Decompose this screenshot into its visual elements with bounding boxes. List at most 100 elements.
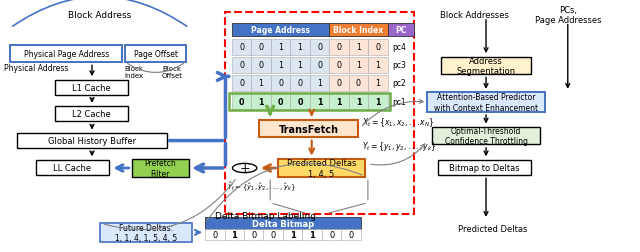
- Text: 0: 0: [317, 61, 322, 70]
- Text: Block Index: Block Index: [333, 26, 383, 35]
- Text: Predicted Deltas
1, 4, 5: Predicted Deltas 1, 4, 5: [287, 159, 356, 178]
- FancyBboxPatch shape: [36, 160, 109, 175]
- FancyBboxPatch shape: [310, 94, 329, 110]
- FancyBboxPatch shape: [329, 24, 388, 37]
- FancyBboxPatch shape: [205, 229, 225, 240]
- Text: LL Cache: LL Cache: [54, 163, 92, 172]
- FancyBboxPatch shape: [438, 160, 531, 175]
- FancyBboxPatch shape: [125, 46, 186, 62]
- Text: pc4: pc4: [392, 43, 406, 52]
- Text: Block
Index: Block Index: [124, 65, 143, 78]
- Text: 1: 1: [278, 43, 283, 52]
- FancyBboxPatch shape: [329, 76, 349, 92]
- FancyBboxPatch shape: [349, 39, 368, 55]
- Text: PC: PC: [395, 26, 406, 35]
- Text: L2 Cache: L2 Cache: [72, 110, 111, 119]
- Text: pc3: pc3: [392, 61, 406, 70]
- Text: pc2: pc2: [392, 79, 406, 88]
- Text: Physical Page Address: Physical Page Address: [24, 50, 109, 59]
- FancyBboxPatch shape: [388, 24, 413, 37]
- FancyBboxPatch shape: [341, 229, 361, 240]
- FancyBboxPatch shape: [349, 76, 368, 92]
- Text: 0: 0: [259, 61, 264, 70]
- FancyBboxPatch shape: [291, 94, 310, 110]
- FancyBboxPatch shape: [310, 76, 329, 92]
- Text: 0: 0: [337, 61, 342, 70]
- Text: 0: 0: [376, 43, 380, 52]
- Text: Predicted Deltas: Predicted Deltas: [458, 224, 527, 233]
- Text: 1: 1: [298, 61, 303, 70]
- FancyBboxPatch shape: [271, 94, 291, 110]
- Text: $X_t = \{x_1, x_2, ... x_N\}$: $X_t = \{x_1, x_2, ... x_N\}$: [362, 115, 434, 128]
- FancyBboxPatch shape: [100, 224, 192, 242]
- FancyBboxPatch shape: [368, 39, 388, 55]
- Text: $Y_t = \{y_1, y_2, ..., y_k\}$: $Y_t = \{y_1, y_2, ..., y_k\}$: [362, 140, 436, 152]
- Text: Optimal-Threshold
Confidence Throttling: Optimal-Threshold Confidence Throttling: [445, 127, 527, 146]
- Text: 1: 1: [375, 97, 381, 106]
- FancyBboxPatch shape: [322, 229, 341, 240]
- Text: Block Address: Block Address: [68, 11, 131, 20]
- Text: 0: 0: [317, 43, 322, 52]
- Text: Future Deltas:
1, 1, 4, 1, 5, 4, 5: Future Deltas: 1, 1, 4, 1, 5, 4, 5: [115, 223, 177, 242]
- Text: 1: 1: [278, 61, 283, 70]
- Text: 0: 0: [271, 230, 276, 239]
- FancyBboxPatch shape: [252, 39, 271, 55]
- FancyBboxPatch shape: [271, 57, 291, 74]
- FancyBboxPatch shape: [55, 80, 129, 95]
- FancyBboxPatch shape: [303, 229, 322, 240]
- Text: Physical Address: Physical Address: [4, 64, 68, 73]
- FancyBboxPatch shape: [271, 76, 291, 92]
- Text: 1: 1: [317, 79, 322, 88]
- Text: 0: 0: [329, 230, 334, 239]
- Text: 1: 1: [356, 97, 361, 106]
- Text: Block Addresses: Block Addresses: [440, 11, 509, 20]
- Text: L1 Cache: L1 Cache: [72, 83, 111, 92]
- FancyBboxPatch shape: [291, 76, 310, 92]
- Text: Prefetch
Filter: Prefetch Filter: [145, 159, 176, 178]
- Text: Attention-Based Predictor
with Context Enhancement: Attention-Based Predictor with Context E…: [435, 93, 538, 112]
- Text: 0: 0: [278, 79, 283, 88]
- Text: 1: 1: [336, 97, 342, 106]
- Text: Bitmap to Deltas: Bitmap to Deltas: [449, 163, 520, 172]
- Text: 0: 0: [337, 43, 342, 52]
- Text: 0: 0: [298, 97, 303, 106]
- Text: 1: 1: [376, 79, 380, 88]
- Text: Block
Offset: Block Offset: [161, 65, 182, 78]
- FancyBboxPatch shape: [10, 46, 122, 62]
- FancyBboxPatch shape: [278, 159, 365, 177]
- Text: 0: 0: [298, 79, 303, 88]
- FancyBboxPatch shape: [132, 159, 189, 177]
- FancyBboxPatch shape: [291, 57, 310, 74]
- Text: 1: 1: [298, 43, 303, 52]
- Text: 1: 1: [259, 97, 264, 106]
- FancyBboxPatch shape: [283, 229, 303, 240]
- Text: 0: 0: [239, 79, 244, 88]
- Text: 1: 1: [317, 97, 323, 106]
- FancyBboxPatch shape: [310, 57, 329, 74]
- Text: Address
Segmentation: Address Segmentation: [456, 56, 516, 76]
- FancyBboxPatch shape: [259, 121, 358, 138]
- Text: Delta Bitmap: Delta Bitmap: [252, 219, 314, 228]
- FancyBboxPatch shape: [55, 107, 129, 122]
- Circle shape: [232, 164, 257, 173]
- FancyBboxPatch shape: [310, 39, 329, 55]
- Text: 0: 0: [278, 97, 284, 106]
- FancyBboxPatch shape: [244, 229, 264, 240]
- Text: TransFetch: TransFetch: [279, 124, 339, 134]
- FancyBboxPatch shape: [329, 39, 349, 55]
- FancyBboxPatch shape: [349, 57, 368, 74]
- Text: 0: 0: [259, 43, 264, 52]
- Text: $\hat{Y}_t = \{\hat{y}_1, \hat{y}_2, ..., \hat{y}_k\}$: $\hat{Y}_t = \{\hat{y}_1, \hat{y}_2, ...…: [227, 179, 296, 192]
- FancyBboxPatch shape: [271, 39, 291, 55]
- FancyBboxPatch shape: [368, 57, 388, 74]
- Text: 0: 0: [212, 230, 218, 239]
- Text: Delta Bitmap Labeling: Delta Bitmap Labeling: [215, 211, 316, 220]
- FancyBboxPatch shape: [442, 57, 531, 75]
- Text: 1: 1: [376, 61, 380, 70]
- FancyBboxPatch shape: [329, 57, 349, 74]
- Text: 0: 0: [239, 61, 244, 70]
- FancyBboxPatch shape: [368, 76, 388, 92]
- FancyBboxPatch shape: [205, 217, 361, 229]
- FancyBboxPatch shape: [232, 24, 329, 37]
- FancyBboxPatch shape: [368, 94, 388, 110]
